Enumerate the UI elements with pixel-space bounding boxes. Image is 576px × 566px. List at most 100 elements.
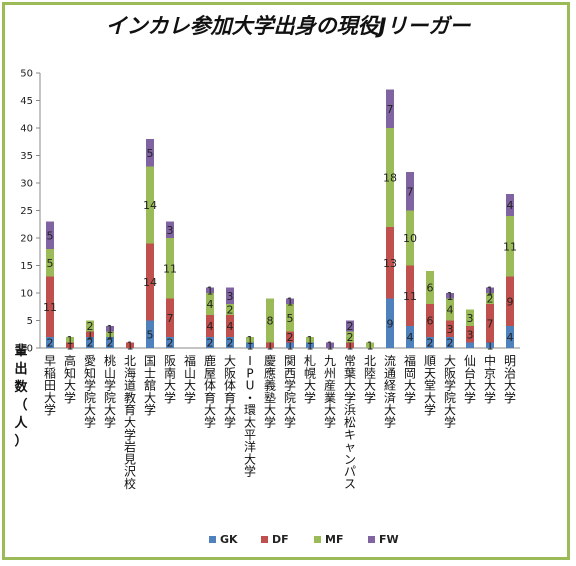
bar-segment-mf [266, 298, 274, 343]
category-label-char: 校 [124, 476, 136, 491]
data-label: 1 [307, 334, 314, 347]
bar-segment-df [386, 227, 394, 299]
data-label: 1 [67, 339, 74, 352]
category-label-char: 知 [84, 366, 96, 380]
data-label: 11 [43, 301, 57, 314]
data-label: 5 [47, 257, 54, 270]
y-axis-title-char: （ [14, 397, 27, 413]
category-label-char: 大 [144, 391, 156, 405]
data-label: 1 [287, 339, 294, 352]
category-label-char: ・ [244, 391, 256, 405]
data-label: 1 [347, 339, 354, 352]
data-label: 2 [207, 337, 214, 350]
category-label-char: 岡 [404, 366, 416, 380]
category-label-char: 学 [284, 378, 296, 393]
category-label-char: 大 [344, 379, 356, 393]
category-label-char: 大 [124, 416, 136, 430]
bar-segment-gk [406, 326, 414, 348]
category-label-char: 義 [264, 378, 276, 393]
category-label-char: 業 [324, 391, 336, 405]
category-label-char: 関 [284, 354, 296, 368]
legend-swatch-gk [209, 536, 216, 543]
bar-segment-mf [306, 337, 314, 343]
bar-segment-mf [66, 337, 74, 343]
data-label: 1 [247, 334, 254, 347]
bar-segment-df [446, 320, 454, 337]
category-label-char: 学 [104, 415, 116, 430]
category-label-char: 大 [204, 403, 216, 417]
data-label: 14 [143, 276, 157, 289]
data-label: 10 [403, 232, 417, 245]
data-label: 6 [427, 315, 434, 328]
category-label-char: 山 [104, 366, 116, 380]
category-label-char: 沢 [124, 465, 136, 479]
data-label: 3 [467, 328, 474, 341]
bar-segment-df [406, 265, 414, 326]
bar-segment-mf [446, 298, 454, 321]
data-label: 5 [47, 229, 54, 242]
bar-segment-mf [166, 238, 174, 299]
data-label: 3 [467, 312, 474, 325]
category-label-char: 順 [424, 354, 436, 368]
bar-segment-fw [46, 221, 54, 249]
bar-segment-gk [106, 337, 114, 348]
bar-segment-df [506, 276, 514, 326]
category-label-char: P [246, 366, 253, 380]
data-label: 1 [87, 328, 94, 341]
category-label-char: 大 [284, 403, 296, 417]
data-label: 2 [227, 337, 234, 350]
data-label: 3 [227, 290, 234, 303]
category-label-char: 大 [104, 403, 116, 417]
category-label-char: 国 [144, 354, 156, 368]
bar-segment-df [166, 298, 174, 337]
category-label-char: 学 [384, 415, 396, 430]
category-label-char: 大 [464, 379, 476, 393]
data-label: 2 [447, 337, 454, 350]
category-label-char: 台 [464, 365, 476, 380]
category-label-char: 学 [504, 390, 516, 405]
category-label-char: 育 [124, 402, 136, 417]
bar-segment-mf [406, 210, 414, 266]
data-label: 5 [287, 312, 294, 325]
category-label-char: 愛 [84, 354, 96, 368]
category-label-char: 大 [364, 379, 376, 393]
bar-segment-mf [486, 293, 494, 304]
legend-label-fw: FW [379, 533, 399, 546]
category-label-char: 大 [304, 379, 316, 393]
bar-segment-mf [386, 128, 394, 227]
category-label-char: 大 [224, 354, 236, 368]
data-label: 4 [207, 298, 214, 311]
category-label-char: 大 [84, 403, 96, 417]
category-label-char: 阪 [444, 366, 456, 380]
legend-swatch-mf [314, 536, 321, 543]
category-label-char: 大 [44, 391, 56, 405]
y-axis-title-char: 数 [14, 379, 28, 395]
bar-segment-df [146, 243, 154, 321]
category-label-char: 慶 [264, 354, 276, 368]
category-label-char: 福 [184, 353, 196, 368]
data-label: 1 [107, 323, 114, 336]
category-label-char: 大 [484, 379, 496, 393]
bar-segment-gk [166, 337, 174, 348]
bar-segment-df [86, 331, 94, 337]
bar-segment-df [226, 315, 234, 337]
bar-segment-fw [346, 320, 354, 332]
category-label-char: 学 [164, 390, 176, 405]
category-label-char: 学 [424, 402, 436, 417]
category-label-char: 学 [364, 390, 376, 405]
data-label: 1 [307, 339, 314, 352]
category-label-char: 流 [384, 354, 396, 368]
category-label-char: パ [344, 465, 356, 479]
bar-segment-fw [226, 287, 234, 304]
bar-segment-gk [46, 337, 54, 348]
bar-segment-fw [386, 89, 394, 128]
category-label-char: 士 [144, 366, 156, 380]
data-label: 1 [67, 334, 74, 347]
category-label-char: 常 [344, 354, 356, 368]
category-label-char: 高 [64, 353, 76, 368]
category-label-char: 学 [284, 415, 296, 430]
y-tick-label: 5 [27, 316, 33, 327]
category-label-char: 桃 [104, 353, 116, 368]
category-label-char: 早 [44, 354, 56, 368]
data-label: 14 [143, 199, 157, 212]
